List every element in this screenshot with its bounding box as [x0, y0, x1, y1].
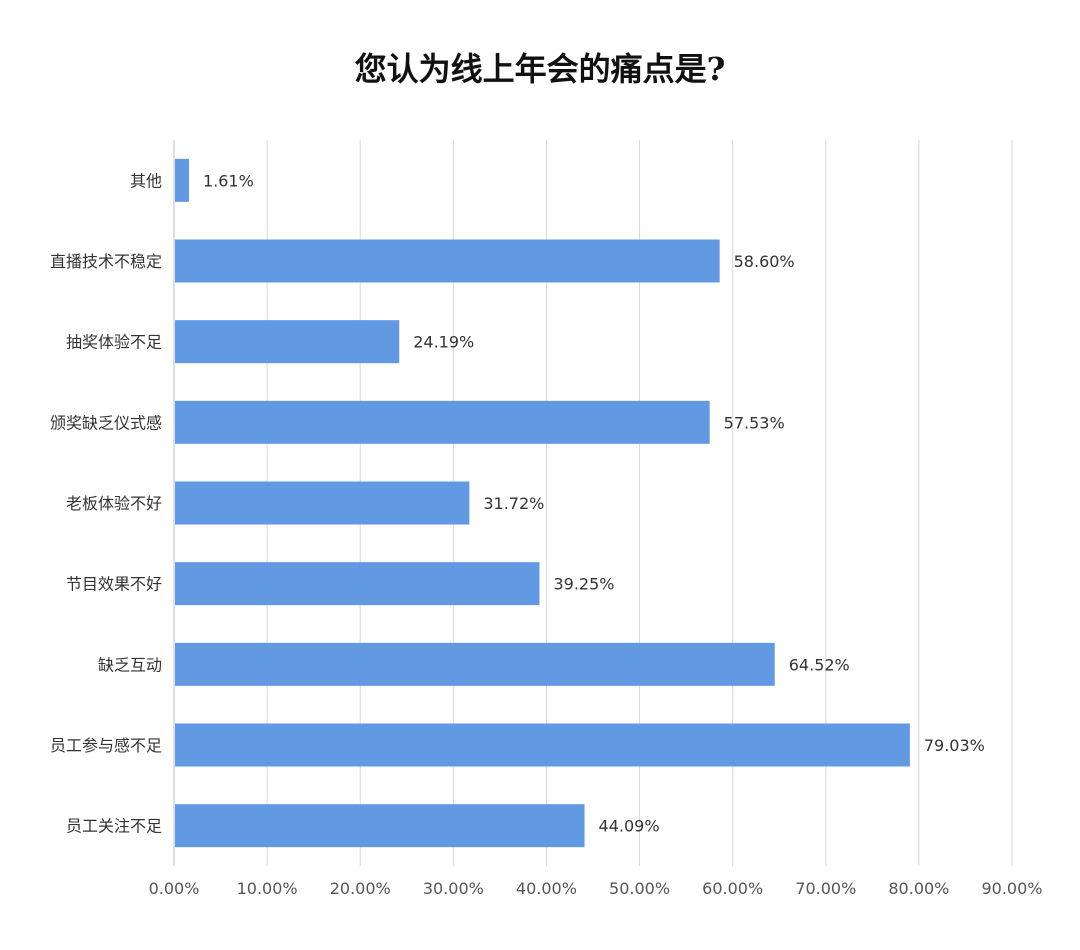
data-label: 31.72%: [483, 494, 544, 513]
category-label: 直播技术不稳定: [50, 252, 162, 271]
bar: [175, 804, 585, 848]
data-label: 44.09%: [599, 817, 660, 836]
category-label: 员工参与感不足: [50, 736, 162, 755]
data-label: 58.60%: [734, 252, 795, 271]
x-tick-label: 30.00%: [423, 879, 484, 898]
category-label: 员工关注不足: [66, 817, 162, 836]
bar: [175, 481, 470, 525]
x-tick-label: 80.00%: [888, 879, 949, 898]
category-labels: 其他直播技术不稳定抽奖体验不足颁奖缺乏仪式感老板体验不好节目效果不好缺乏互动员工…: [50, 171, 162, 835]
data-label: 57.53%: [724, 413, 785, 432]
bar: [175, 158, 189, 202]
x-tick-label: 40.00%: [516, 879, 577, 898]
data-label: 1.61%: [203, 171, 254, 190]
bar: [175, 239, 720, 283]
data-label: 79.03%: [924, 736, 985, 755]
bar: [175, 642, 775, 686]
x-axis-tick-labels: 0.00% 10.00% 20.00% 30.00% 40.00% 50.00% 60.00…: [149, 879, 1043, 898]
category-label: 缺乏互动: [98, 655, 162, 674]
bar: [175, 400, 710, 444]
bar: [175, 320, 400, 364]
data-label: 39.25%: [553, 575, 614, 594]
chart-title: 您认为线上年会的痛点是?: [354, 50, 726, 88]
category-label: 抽奖体验不足: [66, 333, 162, 352]
x-tick-label: 90.00%: [981, 879, 1042, 898]
category-label: 颁奖缺乏仪式感: [50, 413, 162, 432]
bars: [175, 158, 910, 848]
x-tick-label: 60.00%: [702, 879, 763, 898]
x-tick-label: 20.00%: [330, 879, 391, 898]
value-labels: 1.61% 58.60% 24.19% 57.53% 31.72% 39.25% 64.52…: [203, 171, 985, 835]
category-label: 节目效果不好: [66, 575, 162, 594]
x-tick-label: 50.00%: [609, 879, 670, 898]
bar: [175, 562, 540, 606]
x-tick-label: 0.00%: [149, 879, 200, 898]
data-label: 24.19%: [413, 333, 474, 352]
bar: [175, 723, 910, 767]
category-label: 老板体验不好: [66, 494, 162, 513]
data-label: 64.52%: [789, 655, 850, 674]
x-tick-label: 70.00%: [795, 879, 856, 898]
category-label: 其他: [130, 171, 162, 190]
x-tick-label: 10.00%: [237, 879, 298, 898]
